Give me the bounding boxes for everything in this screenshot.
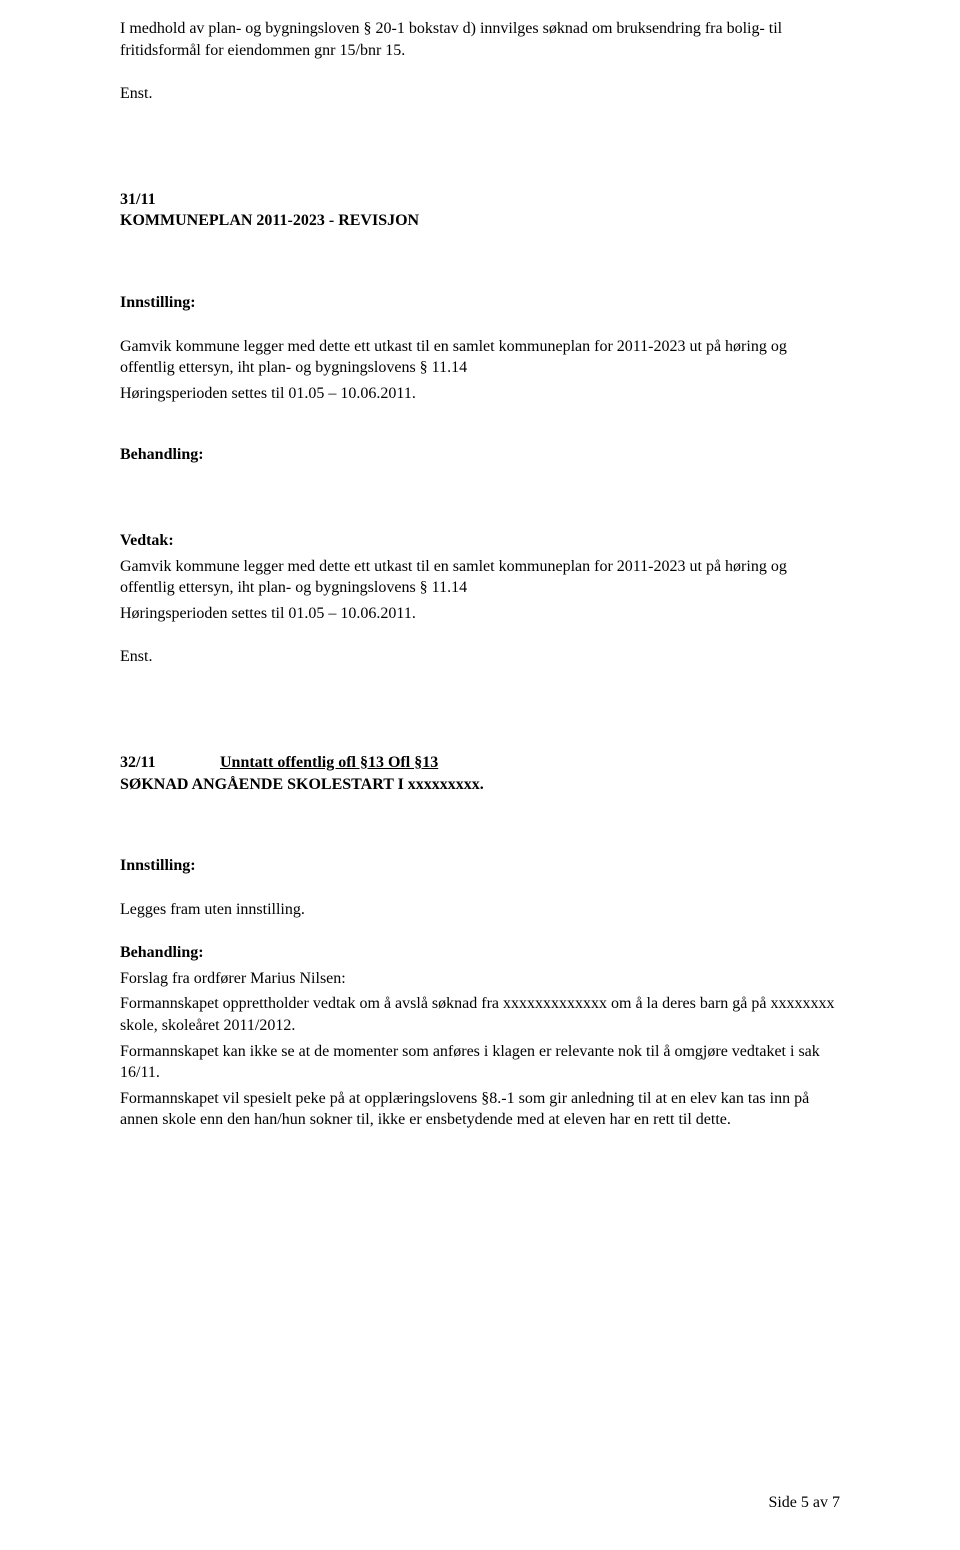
legges-fram: Legges fram uten innstilling.	[120, 899, 840, 921]
case-32-title: SØKNAD ANGÅENDE SKOLESTART I xxxxxxxxx.	[120, 774, 840, 796]
formannskapet-p2: Formannskapet kan ikke se at de momenter…	[120, 1041, 840, 1084]
forslag-label: Forslag fra ordfører Marius Nilsen:	[120, 968, 840, 990]
innstilling-label-1: Innstilling:	[120, 292, 840, 314]
innstilling-text-1b: Høringsperioden settes til 01.05 – 10.06…	[120, 383, 840, 405]
page-footer: Side 5 av 7	[768, 1492, 840, 1514]
vedtak-label-1: Vedtak:	[120, 530, 840, 552]
case-32-header: 32/11Unntatt offentlig ofl §13 Ofl §13 S…	[120, 752, 840, 795]
case-31-title: KOMMUNEPLAN 2011-2023 - REVISJON	[120, 210, 840, 232]
behandling-label-2: Behandling:	[120, 942, 840, 964]
innstilling-text-1a: Gamvik kommune legger med dette ett utka…	[120, 336, 840, 379]
case-31-number: 31/11	[120, 189, 840, 211]
case-32-unntatt: Unntatt offentlig ofl §13 Ofl §13	[220, 754, 438, 771]
innstilling-label-2: Innstilling:	[120, 855, 840, 877]
case-31-header: 31/11 KOMMUNEPLAN 2011-2023 - REVISJON	[120, 189, 840, 232]
formannskapet-p1: Formannskapet opprettholder vedtak om å …	[120, 993, 840, 1036]
vedtak-text-1b: Høringsperioden settes til 01.05 – 10.06…	[120, 603, 840, 625]
behandling-label-1: Behandling:	[120, 444, 840, 466]
case-32-number: 32/11	[120, 752, 220, 774]
enst-1: Enst.	[120, 83, 840, 105]
formannskapet-p3: Formannskapet vil spesielt peke på at op…	[120, 1088, 840, 1131]
enst-2: Enst.	[120, 646, 840, 668]
intro-paragraph: I medhold av plan- og bygningsloven § 20…	[120, 18, 840, 61]
vedtak-text-1a: Gamvik kommune legger med dette ett utka…	[120, 556, 840, 599]
